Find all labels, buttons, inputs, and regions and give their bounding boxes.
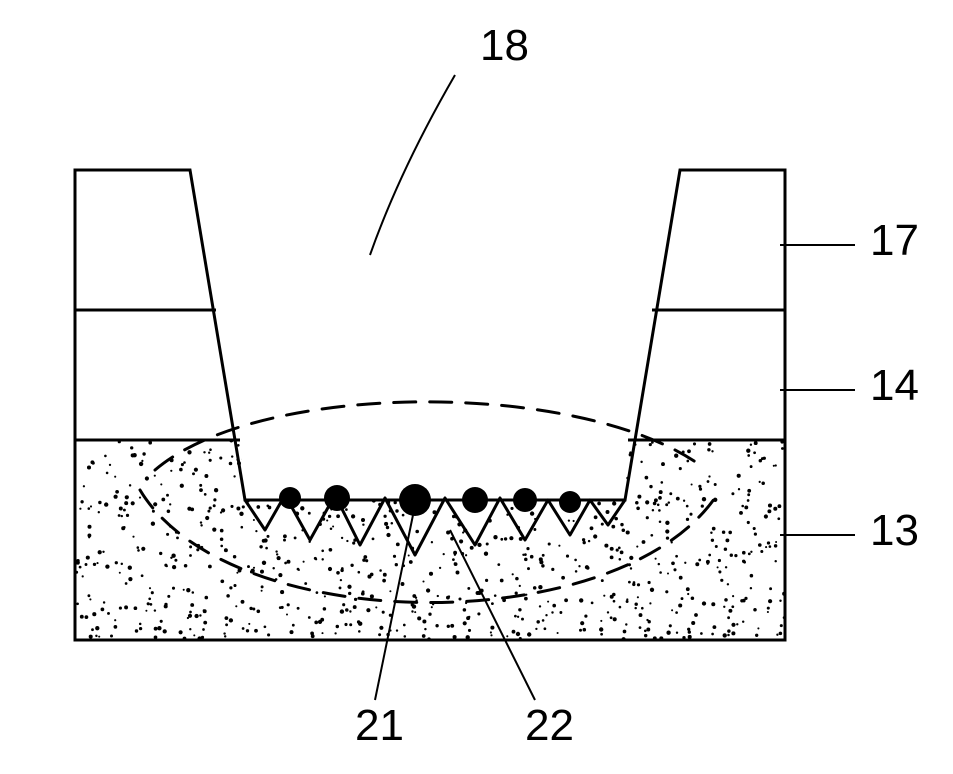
label-22: 22 bbox=[525, 701, 574, 750]
interface-dot bbox=[399, 484, 431, 516]
label-21: 21 bbox=[355, 701, 404, 750]
label-18: 18 bbox=[480, 21, 529, 70]
label-17: 17 bbox=[870, 216, 919, 265]
interface-dot bbox=[324, 485, 350, 511]
interface-dot bbox=[462, 487, 488, 513]
label-14: 14 bbox=[870, 361, 919, 410]
interface-dot bbox=[513, 488, 537, 512]
interface-dot bbox=[559, 491, 581, 513]
interface-dot bbox=[279, 487, 301, 509]
label-13: 13 bbox=[870, 506, 919, 555]
